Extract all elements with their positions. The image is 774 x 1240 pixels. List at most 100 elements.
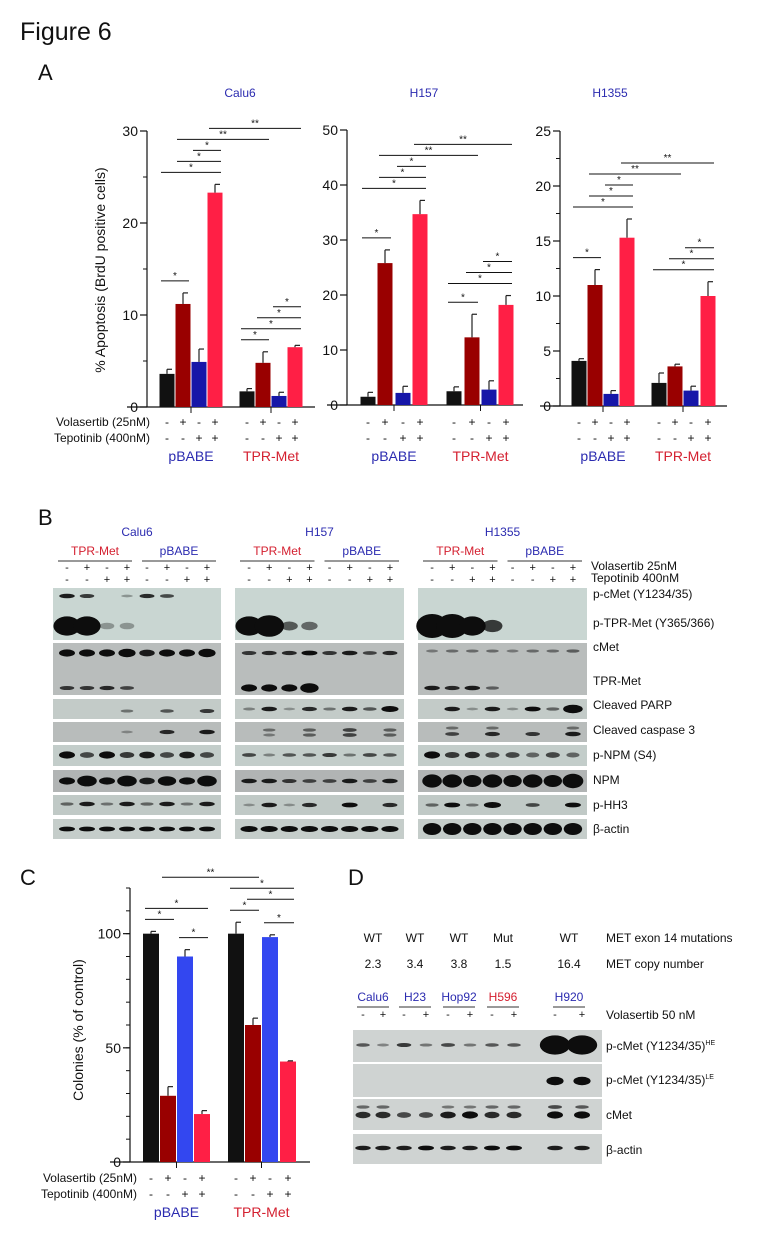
- tepotinib-label: Tepotinib 400nM: [591, 571, 679, 585]
- blot-membrane: [235, 819, 404, 839]
- blot-band: [422, 774, 442, 788]
- blot-row: [235, 588, 404, 640]
- blot-band: [466, 707, 479, 711]
- group-label: TPR-Met: [234, 1204, 290, 1220]
- blot-band: [425, 649, 439, 653]
- blot-band: [546, 649, 560, 653]
- blot-band: [241, 778, 257, 784]
- y-tick-label: 30: [322, 232, 338, 248]
- tepotinib-sign: +: [485, 431, 492, 445]
- y-tick-label: 0: [113, 1154, 121, 1170]
- blot-band: [503, 823, 522, 835]
- blot-band: [199, 708, 215, 714]
- blot-band: [526, 649, 540, 653]
- blot-membrane: [53, 770, 221, 792]
- blot-band: [263, 753, 276, 757]
- bar-chart-colonies: Colonies (% of control)050100pBABE--+--+…: [41, 867, 310, 1220]
- bar: [683, 390, 699, 406]
- volasertib-sign: -: [470, 562, 474, 574]
- blot-membrane: [53, 699, 221, 719]
- tepotinib-sign: -: [247, 574, 251, 586]
- blot-band: [235, 616, 263, 636]
- volasertib-sign: +: [529, 562, 535, 574]
- volasertib-sign: -: [689, 415, 693, 429]
- blot-band: [422, 823, 442, 835]
- blot-band: [566, 649, 580, 653]
- blot-row-label: p-HH3: [593, 798, 628, 812]
- y-tick-label: 10: [322, 342, 338, 358]
- blot-band: [320, 826, 339, 832]
- volasertib-sign: +: [511, 1009, 517, 1021]
- figure-content: Calu6 % Apoptosis (BrdU positive cells) 0 1…: [41, 86, 733, 1220]
- volasertib-sign: -: [446, 1009, 450, 1021]
- blot-band: [342, 733, 357, 737]
- bar: [603, 393, 619, 406]
- significance-label: *: [277, 913, 281, 924]
- tepotinib-sign: +: [184, 574, 190, 586]
- blot-band: [483, 802, 502, 808]
- blot-band: [260, 826, 278, 832]
- bar: [587, 285, 603, 406]
- tepotinib-sign: -: [577, 431, 581, 445]
- blot-band: [506, 1111, 522, 1119]
- volasertib-sign: +: [259, 415, 266, 429]
- significance-label: *: [585, 248, 589, 259]
- tepotinib-sign: -: [657, 431, 661, 445]
- tepotinib-sign: -: [234, 1187, 238, 1201]
- blot-band: [562, 773, 584, 789]
- volasertib-sign: -: [609, 415, 613, 429]
- blot-band: [464, 685, 481, 691]
- chart-title: H157: [410, 86, 439, 100]
- blot-band: [99, 751, 115, 759]
- volasertib-sign: -: [511, 562, 515, 574]
- blot-band: [445, 649, 459, 653]
- bar: [239, 391, 255, 407]
- bar: [245, 1025, 261, 1162]
- blot-band: [179, 826, 195, 832]
- blot-band: [355, 1111, 371, 1119]
- tepotinib-sign: +: [275, 431, 282, 445]
- blot-row-label: Cleaved PARP: [593, 698, 672, 712]
- volasertib-sign: +: [502, 415, 509, 429]
- significance-label: *: [601, 197, 605, 208]
- blot-band: [280, 621, 298, 631]
- tepotinib-sign: -: [383, 431, 387, 445]
- blot-band: [505, 752, 520, 758]
- y-tick-label: 30: [122, 123, 138, 139]
- blot-row-label: NPM: [593, 773, 620, 787]
- tepotinib-sign: -: [261, 431, 265, 445]
- significance-label: *: [617, 175, 621, 186]
- blot-band: [261, 778, 277, 784]
- volasertib-sign: +: [249, 1171, 256, 1185]
- blot-band: [396, 1042, 412, 1048]
- group-label: pBABE: [371, 448, 416, 464]
- significance-label: *: [682, 260, 686, 271]
- blot-band: [60, 802, 74, 806]
- chart-title: Calu6: [224, 86, 256, 100]
- tepotinib-sign: -: [511, 574, 515, 586]
- cell-line-label: Calu6: [357, 990, 389, 1004]
- cell-line-label: H596: [489, 990, 518, 1004]
- blot-band: [483, 823, 502, 835]
- y-tick-label: 10: [122, 307, 138, 323]
- bar: [667, 366, 683, 406]
- blot-row: [353, 1030, 602, 1062]
- volasertib-sign: +: [467, 1009, 473, 1021]
- bar-chart-h1355: H13550510152025pBABE--+--+++TPR-Met--+--…: [535, 86, 727, 464]
- blot-band: [396, 1145, 412, 1151]
- blot-band: [99, 685, 115, 691]
- blot-row: [418, 745, 587, 766]
- blot-band: [574, 1145, 590, 1151]
- blot-band: [59, 826, 75, 832]
- blot-band: [444, 706, 460, 712]
- volasertib-sign: -: [268, 1171, 272, 1185]
- cell-line-label: H23: [404, 990, 426, 1004]
- blot-band: [462, 1111, 478, 1119]
- blot-band: [458, 616, 486, 636]
- tepotinib-sign: -: [245, 431, 249, 445]
- significance-label: *: [392, 178, 396, 189]
- y-axis-label: % Apoptosis (BrdU positive cells): [92, 167, 108, 372]
- blot-band: [547, 1105, 563, 1109]
- blot-membrane: [235, 643, 404, 695]
- row-label-main: p-cMet (Y1234/35): [606, 1073, 705, 1087]
